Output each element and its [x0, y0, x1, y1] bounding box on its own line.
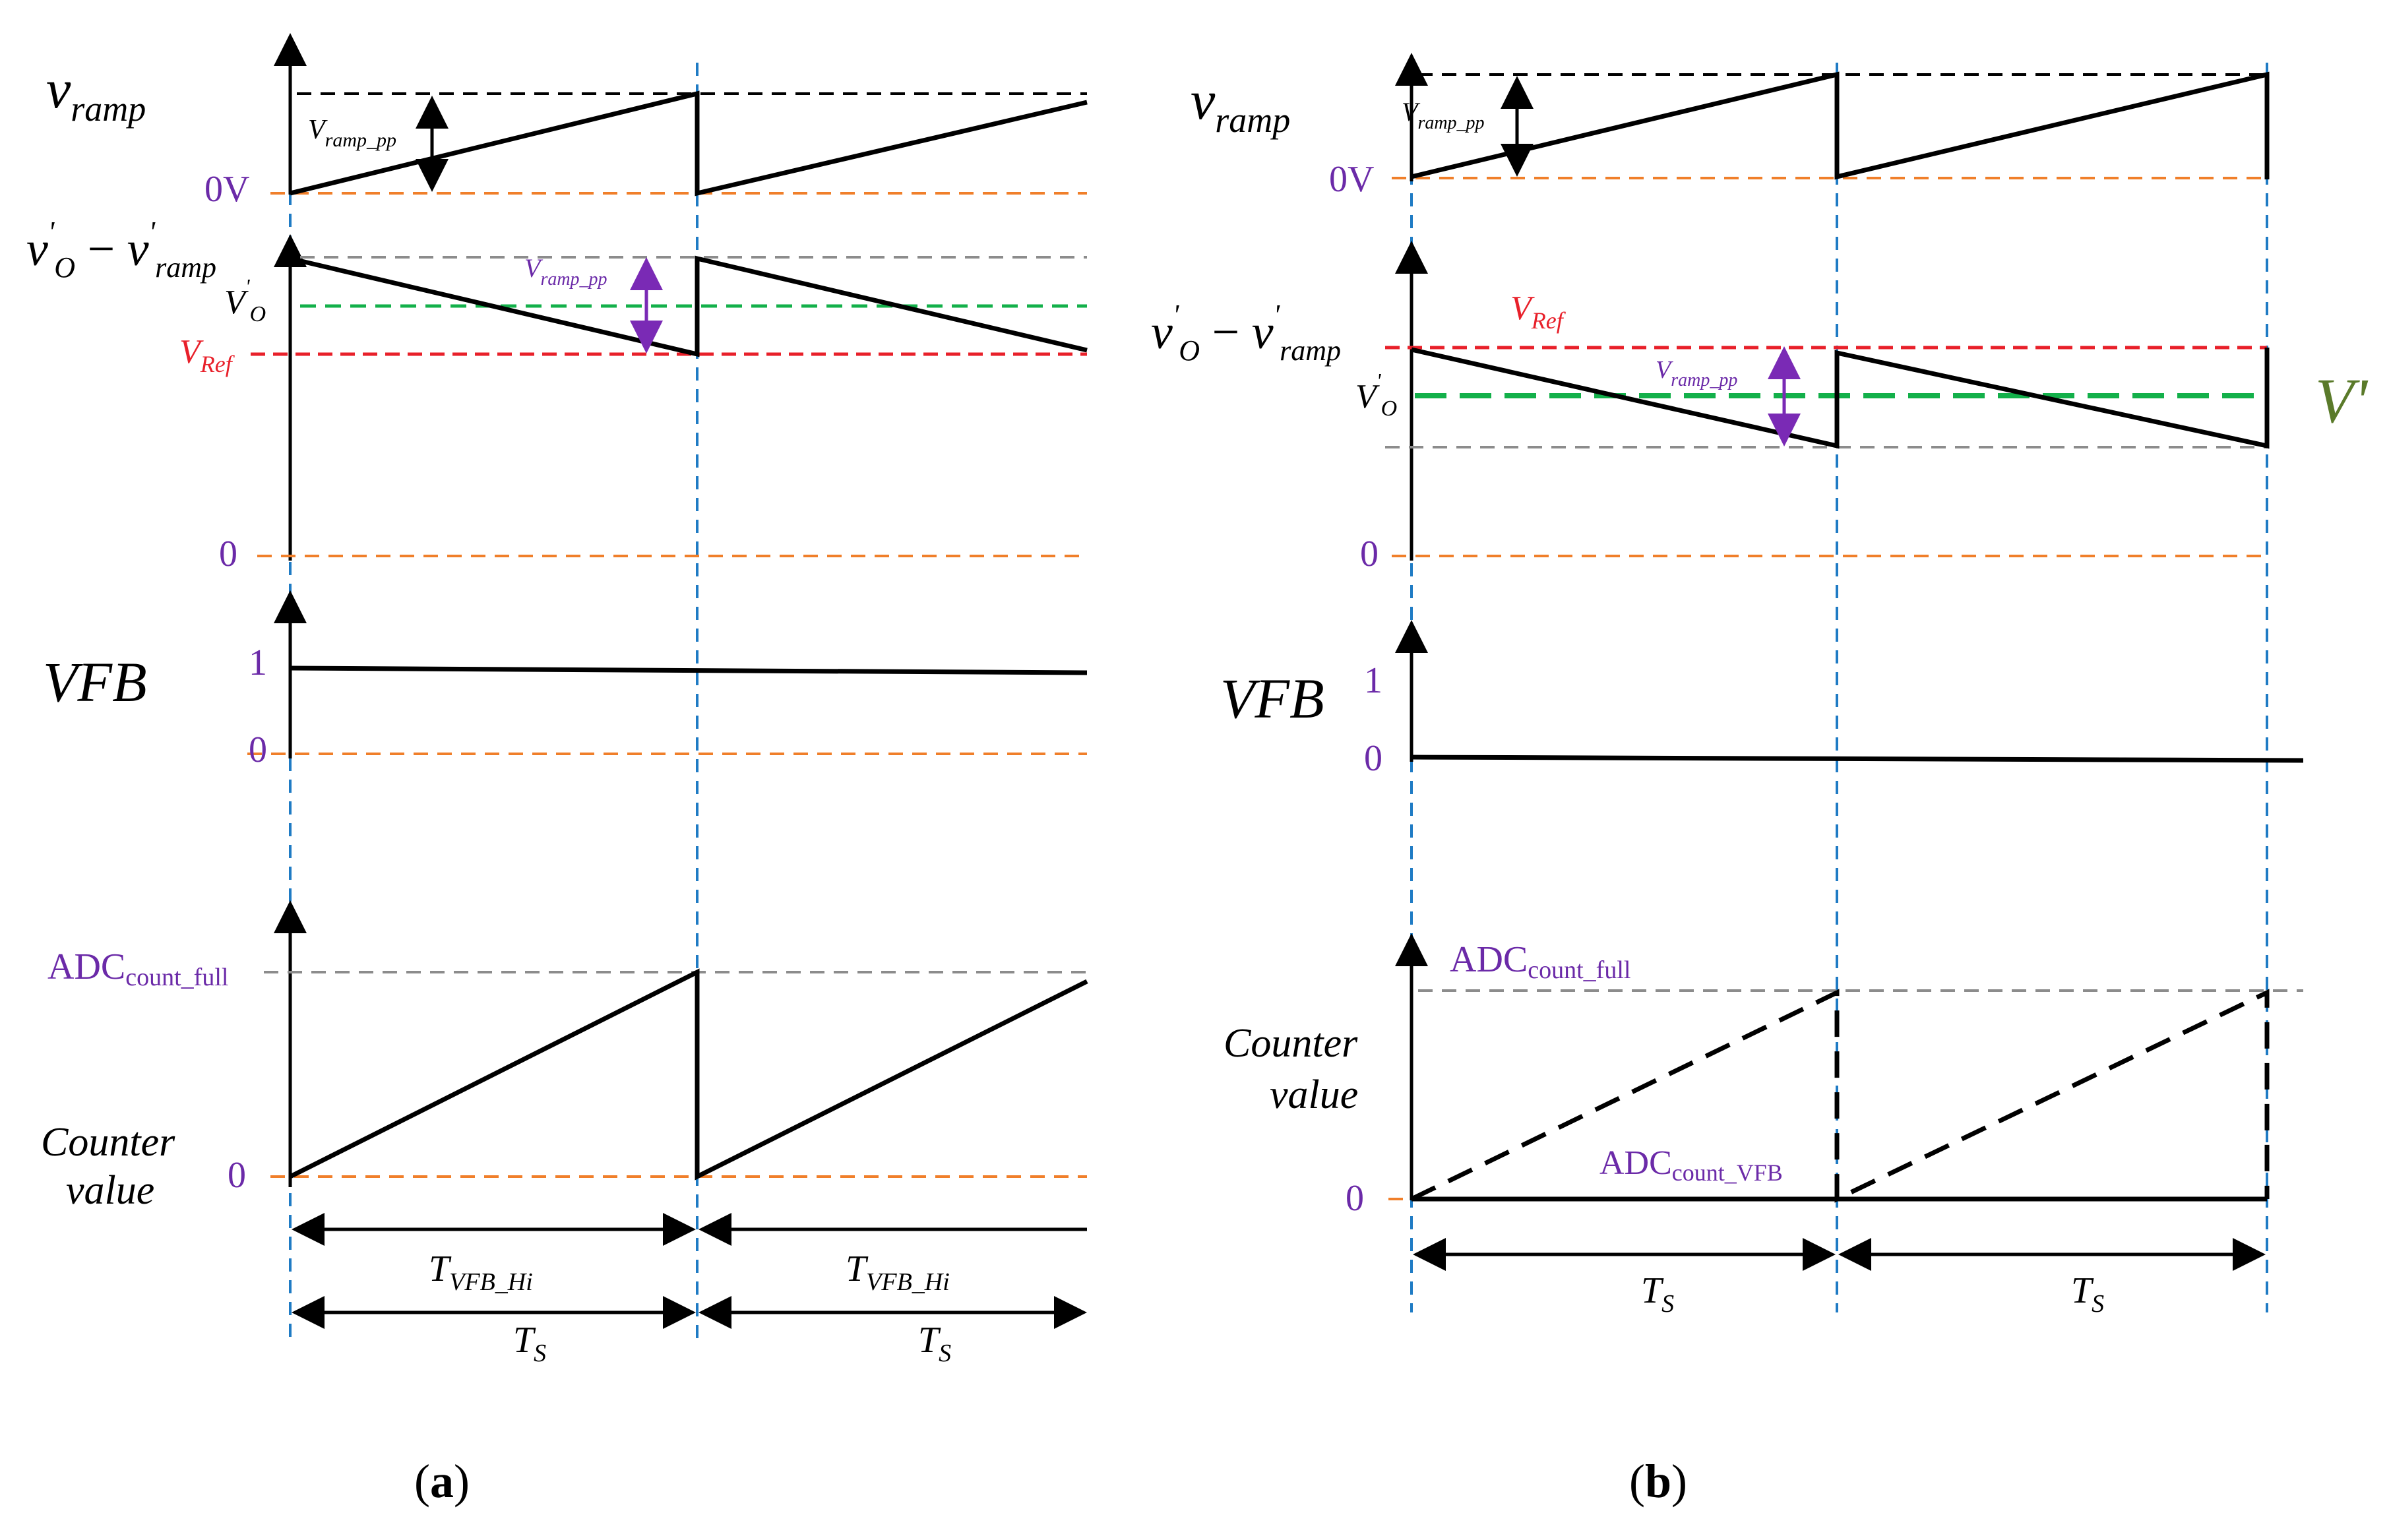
panel-a-caption: (a) — [414, 1455, 470, 1508]
vramp-pp-label-b: Vramp_pp — [1402, 97, 1485, 133]
vfb-low-label-b: 0 — [1364, 738, 1382, 779]
vramp-zero-label-a: 0V — [204, 169, 249, 210]
counter-label-line1-a: Counter — [41, 1120, 175, 1165]
vramp-sawtooth-a — [290, 90, 1088, 197]
vo-minus-vramp-trace-a: Vramp_pp v'O − v'ramp V'O VRef 0 — [26, 216, 1088, 574]
vramp-zero-label-b: 0V — [1329, 159, 1374, 200]
vo-zero-label-b: 0 — [1360, 534, 1379, 574]
ts-label-a-0: TS — [513, 1320, 546, 1367]
vo-pp-label-a: Vramp_pp — [524, 253, 607, 290]
counter-sawtooth-a — [289, 968, 1088, 1181]
counter-label-line2-a: value — [66, 1168, 154, 1213]
vfb-trace-a: VFB 1 0 — [43, 590, 1088, 770]
vref-label-a: VRef — [179, 333, 235, 377]
ts-label-b-0: TS — [1641, 1270, 1674, 1318]
counter-label-line2-b: value — [1270, 1072, 1358, 1117]
vfb-high-line-a — [290, 665, 1088, 675]
counter-trace-b: ADCcount_full ADCcount_VFB Counter value… — [1224, 933, 2303, 1219]
vo-zero-label-a: 0 — [219, 534, 237, 574]
vo-level-label-b: V'O — [1355, 369, 1397, 421]
vo-minus-vramp-label-b: v'O − v'ramp — [1151, 299, 1341, 367]
vref-label-b: VRef — [1510, 290, 1567, 334]
panel-a: Vramp_pp vramp 0V Vramp_pp v'O − v'ramp … — [26, 33, 1088, 1508]
vramp-label-b: vramp — [1191, 70, 1290, 140]
vfb-trace-b: VFB 1 0 — [1220, 620, 2304, 779]
vfb-low-line-b — [1411, 755, 2304, 763]
ts-label-b-1: TS — [2071, 1270, 2104, 1318]
timing-dimensions-a: TVFB_Hi TVFB_Hi TS TS — [292, 1213, 1087, 1367]
vo-pp-label-b: Vramp_pp — [1656, 356, 1737, 390]
vfb-label-a: VFB — [43, 650, 147, 714]
panel-b-caption: (b) — [1629, 1455, 1687, 1508]
vo-sawtooth-a — [290, 255, 1088, 357]
vo-minus-vramp-label-a: v'O − v'ramp — [26, 216, 216, 284]
counter-zero-label-a: 0 — [228, 1155, 246, 1196]
counter-label-line1-b: Counter — [1224, 1021, 1358, 1066]
counter-full-label-b: ADCcount_full — [1450, 939, 1630, 984]
vfb-low-label-a: 0 — [249, 729, 267, 770]
counter-full-ramp-b — [1410, 989, 2270, 1203]
vfb-high-label-a: 1 — [249, 642, 267, 683]
vramp-sawtooth-b — [1411, 71, 2270, 180]
v-prime-label-b: V' — [2315, 365, 2369, 436]
vramp-label-a: vramp — [46, 59, 146, 129]
ts-label-a-1: TS — [918, 1320, 951, 1367]
vfb-label-b: VFB — [1220, 667, 1324, 730]
vramp-trace-a: Vramp_pp vramp 0V — [46, 33, 1088, 210]
vo-sawtooth-b — [1411, 347, 2270, 449]
timing-dimensions-b: TS TS — [1413, 1238, 2266, 1318]
counter-zero-label-b: 0 — [1346, 1178, 1364, 1219]
vo-level-label-a: V'O — [224, 274, 266, 326]
counter-trace-a: ADCcount_full Counter value 0 — [41, 900, 1088, 1213]
t-vfb-hi-label-a-1: TVFB_Hi — [846, 1248, 950, 1296]
vfb-high-label-b: 1 — [1364, 660, 1382, 701]
vramp-trace-b: Vramp_pp vramp 0V — [1191, 53, 2270, 200]
counter-vfb-label-b: ADCcount_VFB — [1599, 1144, 1783, 1186]
vramp-pp-label-a: Vramp_pp — [308, 115, 396, 151]
t-vfb-hi-label-a-0: TVFB_Hi — [429, 1248, 533, 1296]
counter-full-label-a: ADCcount_full — [47, 946, 228, 991]
panel-b: Vramp_pp vramp 0V Vramp_pp v'O − v'ramp … — [1151, 53, 2369, 1508]
vo-minus-vramp-trace-b: Vramp_pp v'O − v'ramp VRef V'O V' 0 — [1151, 241, 2369, 574]
